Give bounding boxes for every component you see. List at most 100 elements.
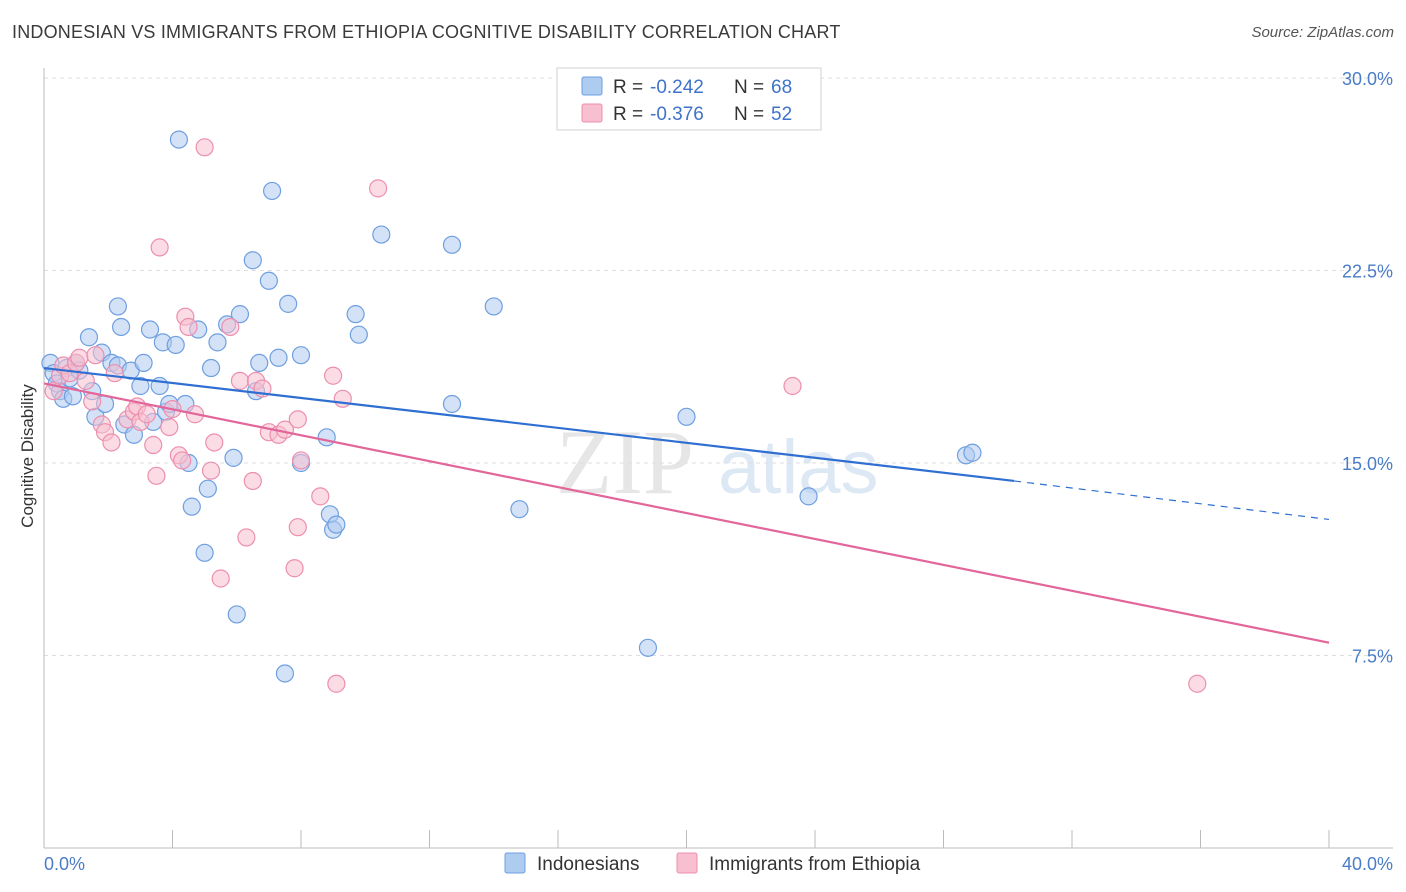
point-ethiopia-24 [173, 451, 192, 470]
trend-line-extension-indonesians [1014, 480, 1330, 521]
point-indonesians-61 [442, 394, 462, 414]
point-indonesians-64 [510, 500, 529, 519]
point-indonesians-59 [349, 325, 368, 344]
point-ethiopia-47 [327, 674, 346, 693]
x-tick-label-max: 40.0% [1342, 854, 1393, 874]
y-tick-label-2: 22.5% [1342, 262, 1393, 282]
point-indonesians-43 [230, 305, 250, 324]
point-ethiopia-41 [285, 559, 304, 578]
point-indonesians-47 [259, 271, 278, 290]
point-ethiopia-20 [150, 238, 169, 257]
point-ethiopia-45 [311, 487, 330, 506]
point-ethiopia-49 [369, 179, 388, 198]
point-ethiopia-5 [70, 348, 89, 367]
gridlines [44, 77, 1393, 656]
legend-swatch-ethiopia [581, 103, 603, 123]
point-indonesians-17 [108, 297, 127, 316]
chart-title: INDONESIAN VS IMMIGRANTS FROM ETHIOPIA C… [12, 22, 841, 42]
legend-n-value-indonesians: 68 [771, 77, 792, 98]
point-indonesians-41 [224, 448, 243, 467]
legend-n-label-indonesians: N = [734, 77, 764, 98]
point-ethiopia-42 [288, 410, 307, 429]
point-indonesians-23 [134, 353, 153, 372]
point-indonesians-44 [243, 251, 262, 270]
series-legend-label-ethiopia: Immigrants from Ethiopia [709, 854, 921, 875]
point-indonesians-10 [79, 328, 99, 347]
series-legend-swatch-indonesians [504, 852, 526, 874]
trend-line-indonesians [43, 366, 1015, 483]
y-tick-label-1: 15.0% [1342, 454, 1393, 474]
point-indonesians-34 [182, 497, 201, 516]
point-ethiopia-8 [86, 346, 105, 365]
x-axis-ticks [172, 830, 1330, 848]
point-indonesians-69 [963, 443, 982, 462]
point-ethiopia-46 [324, 366, 343, 385]
point-ethiopia-33 [230, 371, 250, 390]
point-ethiopia-51 [1188, 674, 1207, 693]
point-indonesians-58 [346, 305, 365, 324]
point-ethiopia-28 [195, 138, 214, 157]
point-indonesians-54 [317, 428, 336, 447]
legend-n-label-ethiopia: N = [734, 104, 764, 125]
correlation-legend: R = -0.242 N = 68 R = -0.376 N = 52 [556, 67, 822, 131]
watermark-atlas: atlas [718, 425, 879, 510]
point-indonesians-66 [677, 407, 696, 426]
point-indonesians-30 [166, 335, 185, 355]
point-ethiopia-29 [201, 461, 221, 480]
point-indonesians-65 [638, 638, 658, 657]
y-axis-tick-labels: 7.5% 15.0% 22.5% 30.0% [1342, 69, 1393, 667]
point-indonesians-49 [269, 348, 288, 367]
data-points [41, 130, 1207, 693]
point-ethiopia-17 [137, 405, 156, 424]
trend-line-ethiopia [43, 382, 1330, 644]
point-ethiopia-30 [205, 433, 224, 452]
y-tick-label-3: 30.0% [1342, 69, 1393, 89]
point-indonesians-37 [198, 479, 217, 498]
point-indonesians-62 [442, 235, 462, 254]
point-ethiopia-6 [76, 371, 95, 390]
point-indonesians-18 [111, 317, 131, 337]
point-indonesians-60 [372, 225, 391, 244]
point-indonesians-67 [799, 487, 818, 506]
point-indonesians-48 [262, 181, 282, 201]
series-legend-label-indonesians: Indonesians [537, 854, 639, 875]
legend-r-label-ethiopia: R = [613, 104, 643, 125]
point-ethiopia-34 [237, 528, 256, 547]
y-axis-title: Cognitive Disability [18, 384, 37, 528]
point-indonesians-57 [327, 515, 346, 534]
point-ethiopia-35 [243, 471, 262, 491]
point-ethiopia-44 [291, 451, 311, 470]
y-tick-label-0: 7.5% [1352, 647, 1393, 667]
point-ethiopia-21 [160, 417, 179, 437]
point-indonesians-46 [250, 353, 269, 372]
point-indonesians-39 [208, 333, 227, 352]
series-legend: Indonesians Immigrants from Ethiopia [504, 852, 921, 875]
series-legend-swatch-ethiopia [676, 852, 698, 874]
x-tick-label-min: 0.0% [44, 854, 85, 874]
point-indonesians-42 [227, 605, 246, 624]
point-indonesians-7 [63, 387, 83, 406]
point-ethiopia-32 [221, 317, 240, 337]
legend-r-value-indonesians: -0.242 [650, 77, 704, 98]
point-indonesians-36 [195, 543, 214, 562]
point-indonesians-24 [140, 320, 160, 339]
point-ethiopia-50 [783, 376, 802, 396]
point-indonesians-50 [275, 664, 295, 683]
point-ethiopia-43 [288, 518, 307, 537]
legend-r-label-indonesians: R = [613, 77, 643, 98]
point-ethiopia-26 [179, 317, 198, 337]
watermark-zip: ZIP [556, 411, 694, 513]
point-indonesians-52 [291, 346, 311, 365]
point-ethiopia-48 [333, 389, 352, 408]
point-ethiopia-19 [147, 466, 166, 485]
point-ethiopia-12 [105, 364, 124, 383]
point-indonesians-38 [201, 358, 221, 378]
point-indonesians-31 [169, 130, 189, 149]
legend-n-value-ethiopia: 52 [771, 104, 792, 125]
trend-lines [43, 366, 1330, 644]
source-credit: Source: ZipAtlas.com [1251, 24, 1394, 41]
point-indonesians-22 [131, 376, 150, 396]
legend-r-value-ethiopia: -0.376 [650, 104, 704, 125]
point-indonesians-51 [279, 294, 298, 313]
